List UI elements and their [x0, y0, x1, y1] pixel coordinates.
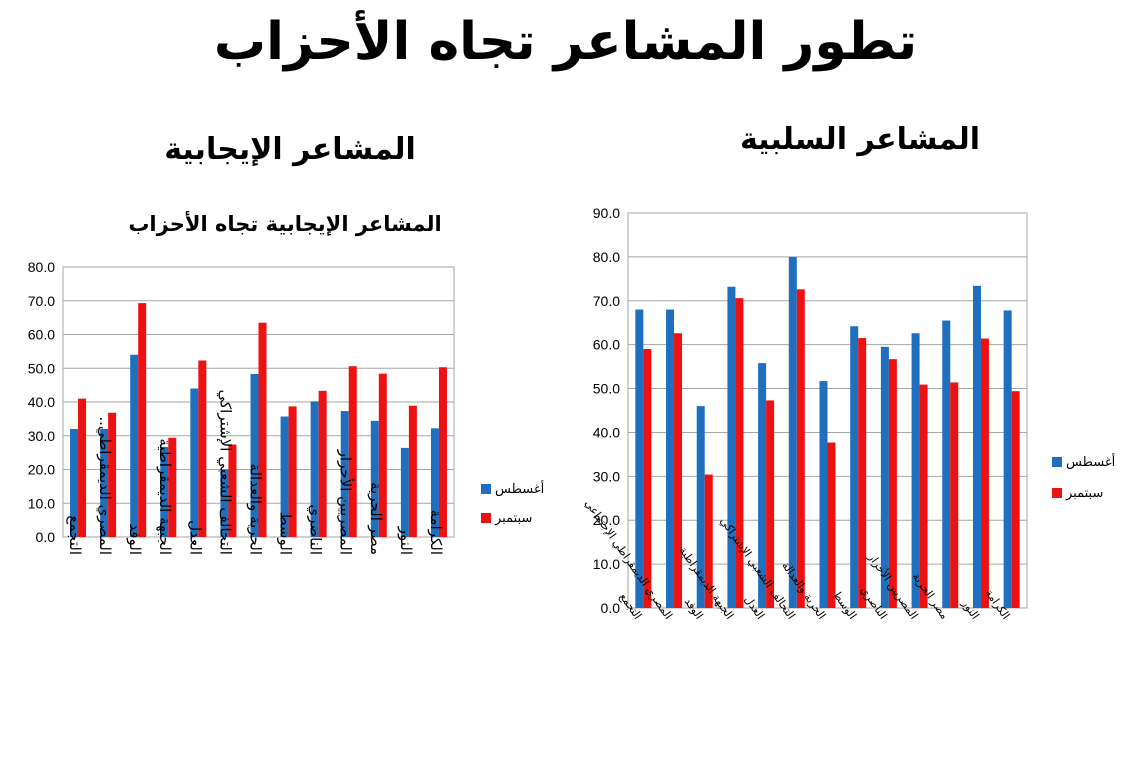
negative-legend-swatch: [1052, 457, 1062, 467]
positive-y-tick-label: 80.0: [28, 259, 55, 275]
positive-bar-august: [190, 388, 199, 537]
negative-y-tick-label: 90.0: [593, 205, 620, 221]
negative-bar-september: [704, 474, 713, 608]
negative-bar-august: [788, 256, 797, 608]
negative-bar-august: [666, 309, 675, 608]
negative-y-tick-label: 50.0: [593, 381, 620, 397]
positive-chart-title: المشاعر الإيجابية تجاه الأحزاب: [128, 212, 442, 236]
positive-y-tick-label: 40.0: [28, 394, 55, 410]
positive-bar-august: [310, 401, 319, 537]
positive-bar-august: [130, 354, 139, 537]
positive-bar-september: [288, 406, 297, 537]
positive-y-tick-label: 60.0: [28, 327, 55, 343]
positive-legend-swatch: [481, 513, 491, 523]
positive-category-label: الوفد: [126, 523, 144, 555]
negative-bar-september: [766, 400, 775, 608]
negative-y-tick-label: 40.0: [593, 424, 620, 440]
positive-bar-september: [408, 405, 417, 537]
negative-legend-label: سبتمبر: [1065, 486, 1103, 501]
positive-bar-august: [160, 446, 169, 537]
positive-bar-september: [198, 360, 207, 537]
negative-bar-august: [1003, 310, 1012, 608]
positive-category-label: الكرامة: [427, 509, 445, 555]
positive-y-tick-label: 0.0: [36, 529, 56, 545]
positive-category-label: التحالف الشعبي الإشتراكي: [215, 390, 234, 555]
negative-bar-september: [950, 382, 959, 608]
negative-bar-august: [635, 309, 644, 608]
positive-bar-september: [348, 366, 357, 537]
negative-legend-label: أغسطس: [1066, 453, 1115, 470]
positive-bar-august: [340, 411, 349, 537]
negative-y-tick-label: 0.0: [601, 600, 621, 616]
negative-bar-august: [942, 320, 951, 608]
negative-y-tick-label: 20.0: [593, 512, 620, 528]
positive-bar-august: [250, 373, 259, 537]
positive-bar-september: [138, 303, 147, 537]
negative-legend-swatch: [1052, 488, 1062, 498]
positive-bar-august: [430, 428, 439, 537]
negative-section-title: المشاعر السلبية: [739, 122, 981, 157]
negative-bar-august: [819, 381, 828, 608]
positive-bar-august: [220, 469, 229, 537]
negative-bar-september: [796, 289, 805, 608]
negative-bar-september: [827, 442, 836, 608]
positive-bar-september: [168, 437, 177, 537]
negative-y-tick-label: 30.0: [593, 468, 620, 484]
negative-bar-august: [850, 326, 859, 608]
positive-category-label: الحرية والعدالة: [246, 463, 264, 555]
negative-bar-september: [888, 359, 897, 608]
positive-section-title: المشاعر الإيجابية: [164, 132, 416, 167]
positive-category-label: العدل: [186, 520, 204, 555]
positive-y-tick-label: 30.0: [28, 428, 55, 444]
positive-bar-august: [370, 420, 379, 537]
positive-category-label: الوسط: [277, 512, 295, 555]
positive-bar-august: [280, 416, 289, 537]
negative-bar-august: [727, 286, 736, 608]
negative-y-tick-label: 80.0: [593, 249, 620, 265]
positive-y-tick-label: 20.0: [28, 462, 55, 478]
positive-legend-swatch: [481, 484, 491, 494]
positive-category-label: الجبهة الديمقراطية: [156, 438, 174, 555]
positive-category-label: الناصري: [306, 504, 325, 555]
positive-category-label: المصريين الأحرار: [337, 449, 356, 555]
positive-bar-september: [78, 398, 87, 537]
positive-y-tick-label: 50.0: [28, 360, 55, 376]
negative-bar-august: [696, 406, 705, 608]
negative-bar-august: [972, 285, 981, 608]
negative-bar-september: [643, 349, 652, 608]
negative-bar-august: [911, 333, 920, 608]
negative-bar-september: [735, 298, 744, 608]
positive-bar-september: [228, 444, 237, 537]
negative-bar-september: [858, 338, 867, 608]
positive-category-label: التجمع: [66, 515, 84, 555]
positive-bar-september: [108, 412, 117, 537]
positive-y-tick-label: 10.0: [28, 495, 55, 511]
positive-bar-august: [400, 447, 409, 537]
negative-bar-september: [1011, 391, 1020, 608]
positive-bar-september: [258, 322, 267, 537]
positive-bar-september: [378, 373, 387, 537]
positive-legend-label: سبتمبر: [494, 511, 532, 526]
positive-category-label: النور: [397, 526, 415, 555]
positive-category-label: مصر الحرية: [367, 482, 385, 555]
negative-bar-september: [980, 338, 989, 608]
negative-y-tick-label: 70.0: [593, 293, 620, 309]
negative-bar-september: [919, 384, 928, 608]
negative-bar-august: [880, 346, 889, 608]
positive-legend-label: أغسطس: [495, 480, 544, 497]
positive-bar-september: [318, 390, 327, 537]
positive-bar-september: [438, 367, 447, 537]
negative-bar-august: [758, 363, 767, 608]
negative-bar-september: [674, 333, 683, 608]
positive-bar-august: [100, 429, 109, 537]
negative-y-tick-label: 60.0: [593, 337, 620, 353]
positive-category-label: المصري الديمقراطي..: [95, 416, 114, 555]
positive-bar-august: [70, 429, 79, 537]
main-title: تطور المشاعر تجاه الأحزاب: [213, 12, 918, 72]
negative-y-tick-label: 10.0: [593, 556, 620, 572]
positive-y-tick-label: 70.0: [28, 293, 55, 309]
